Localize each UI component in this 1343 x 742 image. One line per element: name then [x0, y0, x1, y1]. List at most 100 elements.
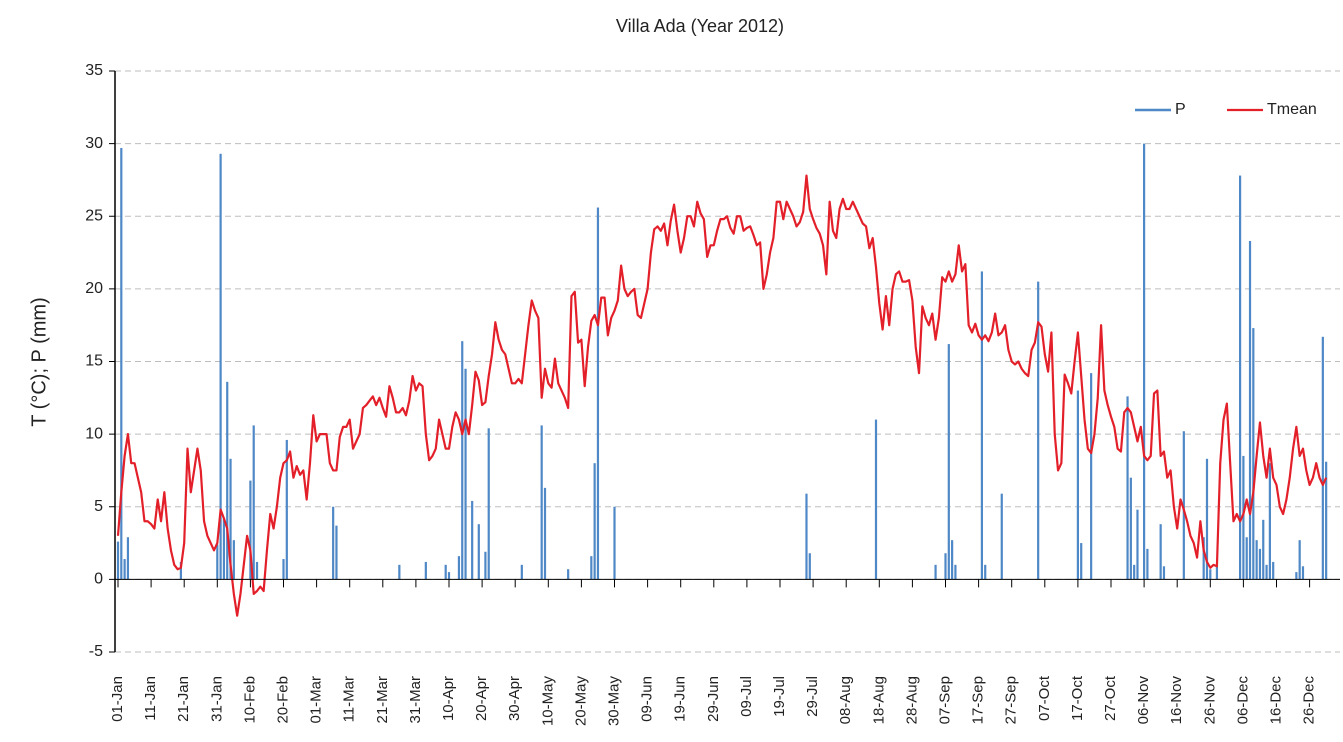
axes: -5 0 5 10 15 20 25 30 35 01-Jan 11-Jan 21-Jan 31-Jan…: [85, 62, 1340, 726]
bar: [216, 544, 219, 580]
grid: [115, 70, 1340, 653]
bar: [567, 569, 570, 580]
x-tick-label: 01-Mar: [308, 676, 325, 724]
bar: [596, 207, 600, 580]
bar: [613, 506, 616, 580]
legend: P Tmean: [1135, 101, 1317, 118]
bar: [590, 556, 593, 580]
bar: [461, 341, 464, 580]
bar: [951, 540, 954, 580]
x-tick-label: 28-Aug: [903, 676, 920, 724]
bar: [1143, 143, 1146, 580]
x-tick-label: 20-Apr: [473, 676, 490, 721]
x-tick-label: 29-Jun: [705, 676, 722, 722]
bar: [1076, 390, 1079, 580]
y-tick-label: 35: [85, 62, 103, 79]
x-tick-label: 21-Mar: [374, 676, 391, 724]
bar: [1090, 373, 1093, 580]
x-tick-label: 09-Jun: [639, 676, 656, 722]
bar: [179, 561, 182, 580]
y-tick-label: 5: [94, 498, 103, 515]
bar: [487, 428, 490, 580]
bar: [1325, 461, 1328, 580]
bar: [222, 518, 226, 580]
bar: [1159, 524, 1162, 580]
bar: [1242, 455, 1245, 580]
bar: [219, 153, 222, 580]
bar: [464, 368, 467, 580]
bar: [1202, 537, 1205, 580]
bars: [116, 143, 1328, 580]
bar: [1255, 540, 1258, 580]
bar: [457, 556, 461, 580]
x-tick-label: 30-May: [605, 676, 622, 727]
x-tick-label: 26-Nov: [1201, 676, 1218, 725]
bar: [123, 559, 126, 580]
x-tick-label: 11-Mar: [341, 676, 358, 722]
bar: [126, 537, 130, 580]
x-tick-label: 26-Dec: [1301, 676, 1318, 725]
y-tick-label: 30: [85, 135, 103, 152]
bar: [1248, 240, 1252, 580]
bar: [1126, 396, 1129, 580]
bar: [874, 419, 878, 580]
x-tick-label: 20-Feb: [274, 676, 291, 724]
x-tick-label: 27-Sep: [1003, 676, 1020, 724]
bar: [1080, 543, 1083, 580]
line: [116, 174, 1328, 617]
x-tick-label: 08-Aug: [837, 676, 854, 724]
bar: [947, 344, 950, 580]
bar: [954, 564, 957, 580]
bar: [1268, 463, 1271, 580]
x-tick-label: 17-Oct: [1069, 675, 1086, 721]
bar: [484, 551, 487, 580]
x-tick-label: 20-May: [572, 676, 589, 727]
x-tick-label: 18-Aug: [870, 676, 887, 724]
x-tick-label: 16-Dec: [1267, 676, 1284, 725]
x-tick-label: 06-Dec: [1234, 676, 1251, 725]
bar: [116, 541, 120, 580]
bar: [1298, 540, 1301, 580]
x-tick-label: 21-Jan: [175, 676, 192, 722]
x-tick-label: 31-Jan: [208, 676, 225, 722]
x-tick-label: 11-Jan: [142, 676, 159, 721]
bar: [332, 506, 335, 580]
bar: [540, 425, 543, 580]
bar: [1265, 564, 1268, 580]
bar: [471, 500, 474, 580]
bar: [1258, 548, 1262, 580]
x-tick-label: 10-Apr: [440, 676, 457, 721]
bar: [282, 559, 285, 580]
x-tick-label: 17-Sep: [970, 676, 987, 724]
bar: [252, 425, 255, 580]
bar: [226, 381, 229, 580]
bar: [1321, 336, 1324, 580]
bar: [335, 525, 338, 580]
chart-title: Villa Ada (Year 2012): [616, 16, 784, 36]
x-tick-label: 10-May: [539, 676, 556, 727]
bar: [934, 564, 937, 580]
bar: [249, 480, 252, 580]
x-tick-label: 10-Feb: [241, 676, 258, 724]
x-tick-label: 01-Jan: [109, 676, 126, 722]
bar: [1146, 548, 1149, 580]
bar: [1037, 281, 1040, 580]
bar: [543, 487, 547, 580]
lines: [116, 174, 1328, 617]
y-tick-label: 0: [94, 571, 103, 588]
bar: [424, 561, 427, 580]
bar: [232, 540, 235, 580]
bar: [1295, 572, 1298, 580]
bar: [808, 553, 811, 580]
bar: [1238, 175, 1242, 580]
bar: [447, 572, 451, 580]
bar: [229, 458, 232, 580]
bar: [1209, 569, 1212, 580]
bar: [1245, 537, 1248, 580]
bar: [1272, 561, 1275, 580]
x-tick-label: 07-Oct: [1036, 675, 1053, 721]
x-tick-label: 19-Jul: [771, 676, 788, 717]
x-tick-label: 30-Apr: [506, 676, 523, 721]
bar: [1301, 566, 1305, 580]
